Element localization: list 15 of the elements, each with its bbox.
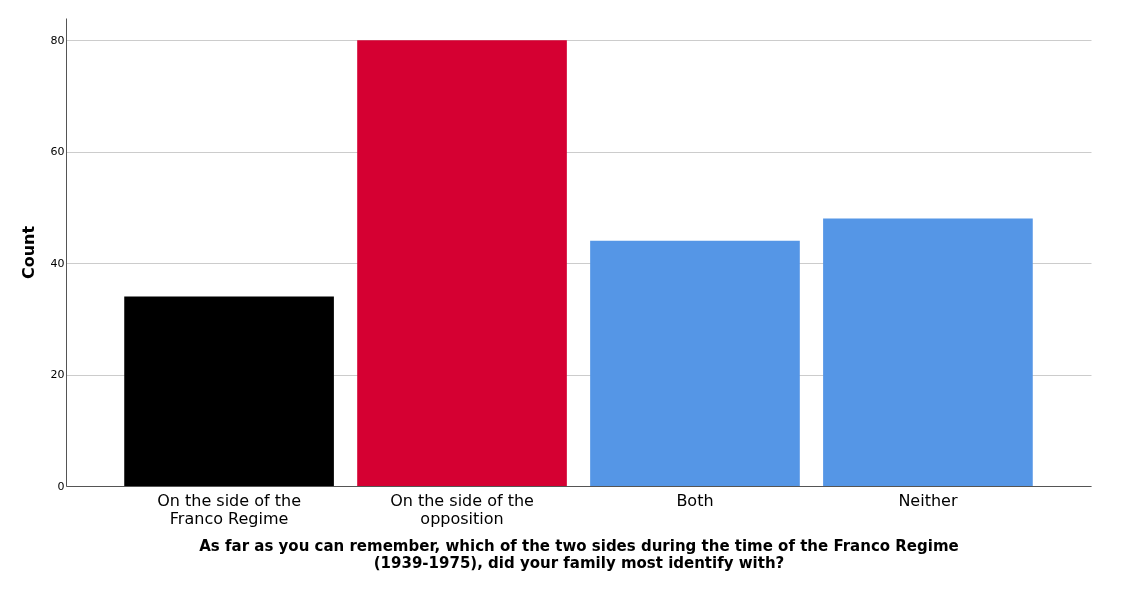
x-tick-label: Neither [898, 490, 958, 510]
x-tick-label: Both [676, 490, 714, 510]
y-tick-label: 60 [50, 145, 65, 159]
x-axis-title: As far as you can remember, which of the two sides during the time of the Franco Regime (1939-1975), did your family most identify with? [199, 536, 959, 572]
y-axis-title: Count [18, 225, 38, 280]
x-tick-label: On the side of the opposition [390, 490, 534, 528]
bar [823, 218, 1033, 486]
bar [357, 40, 567, 486]
y-tick-label: 80 [50, 33, 65, 47]
x-tick-label: On the side of the Franco Regime [157, 490, 301, 528]
bar [124, 296, 334, 486]
bar [590, 240, 800, 486]
y-tick-label: 20 [50, 368, 65, 382]
y-tick-label: 0 [57, 479, 65, 493]
y-tick-label: 40 [50, 256, 65, 270]
